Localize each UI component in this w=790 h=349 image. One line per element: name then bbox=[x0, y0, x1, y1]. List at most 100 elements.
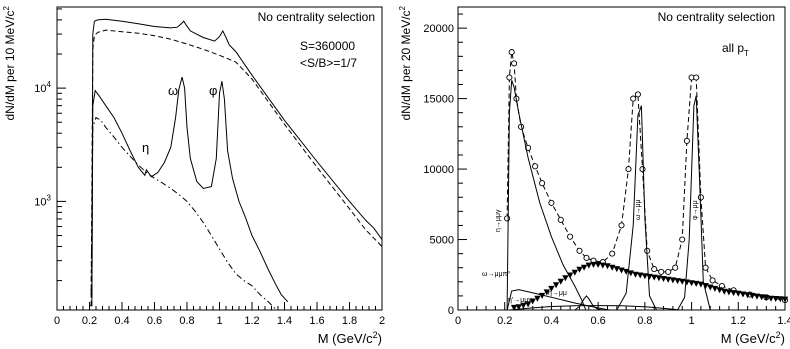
r-series-7-triangle-marker bbox=[524, 301, 532, 308]
r-series-0-circle-marker bbox=[679, 236, 686, 243]
r-series-5-line bbox=[616, 105, 657, 311]
r-series-7-triangle-marker bbox=[632, 271, 639, 278]
left-peak-omega: ω bbox=[168, 83, 178, 98]
l-series-3-line bbox=[90, 116, 277, 311]
r-series-7-triangle-marker bbox=[543, 289, 550, 296]
r-series-7-triangle-marker bbox=[697, 281, 705, 288]
r-series-0-circle-marker bbox=[697, 194, 704, 201]
r-series-7-triangle-marker bbox=[599, 262, 606, 269]
r-series-0-circle-marker bbox=[672, 264, 679, 271]
left-peak-eta: η bbox=[142, 140, 149, 155]
right-label-phi-mumu: φ→μμ bbox=[692, 200, 699, 220]
r-series-7-triangle-marker bbox=[753, 293, 761, 300]
right-plot-frame bbox=[457, 6, 786, 311]
r-series-0-circle-marker bbox=[583, 254, 590, 261]
l-x-tick-label: 1 bbox=[216, 315, 222, 327]
right-label-eta-dalitz: η→μμγ bbox=[495, 209, 502, 232]
right-pt-label: all pT bbox=[722, 41, 749, 58]
r-series-0-circle-marker bbox=[658, 268, 665, 275]
right-axis-layer: 0 0.2 0.4 0.6 0.8 1 1.2 1.4 0 5000 10000 15000 20000 bbox=[423, 13, 790, 327]
r-series-7-triangle-marker bbox=[637, 272, 644, 279]
r-series-0-circle-marker bbox=[557, 216, 564, 223]
l-x-tick-label: 0.6 bbox=[147, 315, 162, 327]
r-x-tick-label: 0.6 bbox=[590, 315, 605, 327]
right-y-tick-label: 0 bbox=[448, 305, 454, 317]
left-y-tick-label: 103 bbox=[34, 193, 51, 208]
r-series-7-triangle-marker bbox=[585, 262, 592, 269]
r-series-4-line bbox=[574, 295, 603, 311]
r-series-7-triangle-marker bbox=[669, 277, 677, 284]
r-x-tick-label: 1.2 bbox=[731, 315, 746, 327]
r-series-7-triangle-marker bbox=[534, 295, 541, 302]
r-series-0-circle-marker bbox=[618, 222, 625, 229]
l-x-tick-label: 0.8 bbox=[179, 315, 194, 327]
r-series-0-circle-marker bbox=[665, 268, 672, 275]
r-series-6-line bbox=[677, 95, 711, 311]
l-x-tick-label: 1.4 bbox=[277, 315, 292, 327]
r-series-0-circle-marker bbox=[651, 266, 658, 273]
right-label-etaprime: η'→μμγ bbox=[508, 297, 532, 304]
left-x-axis-label: M (GeV/c2) bbox=[318, 330, 382, 346]
r-series-7-triangle-marker bbox=[641, 273, 649, 280]
r-series-7-triangle-marker bbox=[594, 261, 602, 268]
left-chart: 0 0.2 0.4 0.6 0.8 1 1.2 1.4 1.6 1.8 2 103 104 No cen… bbox=[2, 5, 385, 346]
r-series-7-triangle-marker bbox=[725, 289, 733, 296]
r-series-7-triangle-marker bbox=[655, 275, 663, 282]
right-x-axis-label: M (GeV/c2) bbox=[721, 330, 785, 346]
left-stat-signal: S=360000 bbox=[300, 39, 355, 53]
r-series-7-triangle-marker bbox=[552, 282, 560, 289]
r-series-7-triangle-marker bbox=[702, 283, 709, 289]
l-x-tick-label: 2 bbox=[379, 315, 385, 327]
l-series-2-line bbox=[91, 76, 289, 303]
r-series-7-triangle-marker bbox=[646, 273, 653, 280]
r-series-7-triangle-marker bbox=[520, 302, 527, 309]
r-series-7-triangle-marker bbox=[515, 304, 522, 311]
r-series-7-triangle-marker bbox=[665, 276, 672, 283]
r-series-7-triangle-marker bbox=[557, 278, 564, 285]
r-series-0-circle-marker bbox=[532, 163, 539, 170]
left-axis-layer: 0 0.2 0.4 0.6 0.8 1 1.2 1.4 1.6 1.8 2 103 104 bbox=[34, 8, 385, 327]
r-x-tick-label: 0.4 bbox=[544, 315, 559, 327]
r-series-2-line bbox=[506, 289, 610, 311]
r-series-7-triangle-marker bbox=[735, 290, 742, 297]
left-title: No centrality selection bbox=[258, 10, 375, 24]
right-y-tick-label: 10000 bbox=[423, 164, 454, 176]
r-series-7-triangle-marker bbox=[651, 274, 658, 281]
r-series-0-circle-marker bbox=[567, 233, 574, 240]
r-series-7-triangle-marker bbox=[538, 292, 546, 299]
r-series-7-triangle-marker bbox=[730, 290, 737, 297]
r-series-0-circle-marker bbox=[634, 91, 641, 98]
l-x-tick-label: 0 bbox=[54, 315, 60, 327]
r-series-7-triangle-marker bbox=[613, 266, 620, 273]
r-series-0-circle-marker bbox=[548, 199, 555, 206]
l-x-tick-label: 1.6 bbox=[309, 315, 324, 327]
r-series-7-triangle-marker bbox=[777, 296, 784, 303]
r-series-0-circle-marker bbox=[506, 74, 513, 81]
r-series-7-triangle-marker bbox=[674, 278, 681, 285]
r-x-tick-label: 1.4 bbox=[777, 315, 790, 327]
r-series-7-triangle-marker bbox=[693, 280, 700, 287]
left-stat-sb: <S/B>=1/7 bbox=[300, 56, 357, 70]
r-series-7-triangle-marker bbox=[660, 276, 667, 282]
left-series-layer bbox=[89, 18, 383, 311]
r-series-0-circle-marker bbox=[709, 277, 716, 284]
r-x-tick-label: 1 bbox=[689, 315, 695, 327]
r-series-7-triangle-marker bbox=[711, 285, 719, 292]
r-series-0-circle-marker bbox=[639, 166, 646, 173]
r-series-7-triangle-marker bbox=[767, 295, 775, 302]
r-series-7-triangle-marker bbox=[529, 298, 536, 305]
r-series-7-triangle-marker bbox=[707, 284, 714, 291]
r-series-7-triangle-marker bbox=[604, 263, 611, 270]
r-series-1-line bbox=[506, 80, 587, 311]
right-y-tick-label: 20000 bbox=[423, 23, 454, 35]
l-x-tick-label: 0.4 bbox=[114, 315, 129, 327]
r-series-0-circle-marker bbox=[508, 49, 515, 56]
r-x-tick-label: 0.2 bbox=[497, 315, 512, 327]
right-label-eta-mumu: η→μμ bbox=[548, 290, 567, 297]
r-series-7-triangle-marker bbox=[590, 261, 597, 268]
r-series-0-circle-marker bbox=[693, 74, 700, 81]
l-series-1-line bbox=[90, 29, 383, 306]
right-y-tick-label: 15000 bbox=[423, 94, 454, 106]
r-series-0-line bbox=[506, 51, 786, 301]
